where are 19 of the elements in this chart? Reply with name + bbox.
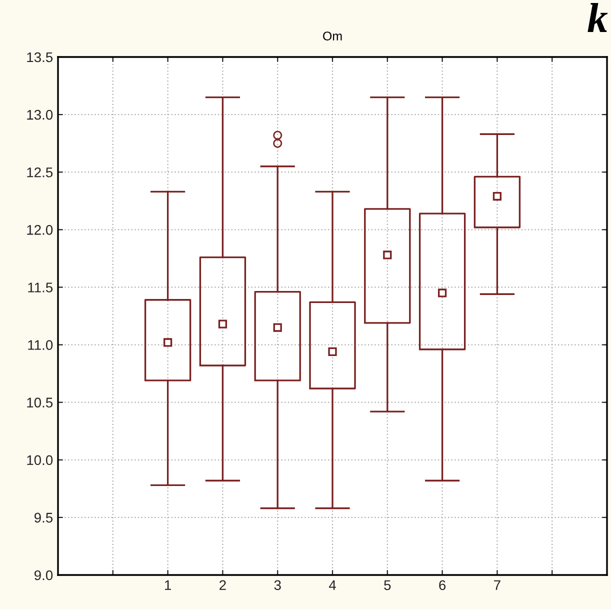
chart-title: Om: [323, 32, 342, 40]
text: k: [588, 3, 608, 32]
x-tick-label: 5: [384, 580, 391, 590]
y-tick-label: 12.0: [27, 225, 53, 235]
x-tick-label: 1: [164, 580, 171, 590]
x-tick-label: 3: [274, 580, 281, 590]
x-tick-label: 6: [439, 580, 446, 590]
x-tick-label: 7: [494, 580, 500, 590]
y-tick-label: 13.0: [27, 110, 53, 120]
y-tick-label: 11.0: [28, 340, 53, 350]
y-tick-label: 12.5: [27, 167, 53, 178]
x-tick-label: 4: [328, 580, 336, 590]
y-tick-label: 9.5: [34, 512, 53, 523]
y-tick-label: 10.0: [27, 455, 53, 466]
y-tick-label: 9.0: [34, 570, 53, 580]
y-tick-label: 11.5: [28, 282, 53, 292]
x-tick-label: 2: [220, 580, 226, 590]
y-tick-label: 10.5: [27, 398, 53, 408]
y-tick-label: 13.5: [27, 52, 53, 62]
